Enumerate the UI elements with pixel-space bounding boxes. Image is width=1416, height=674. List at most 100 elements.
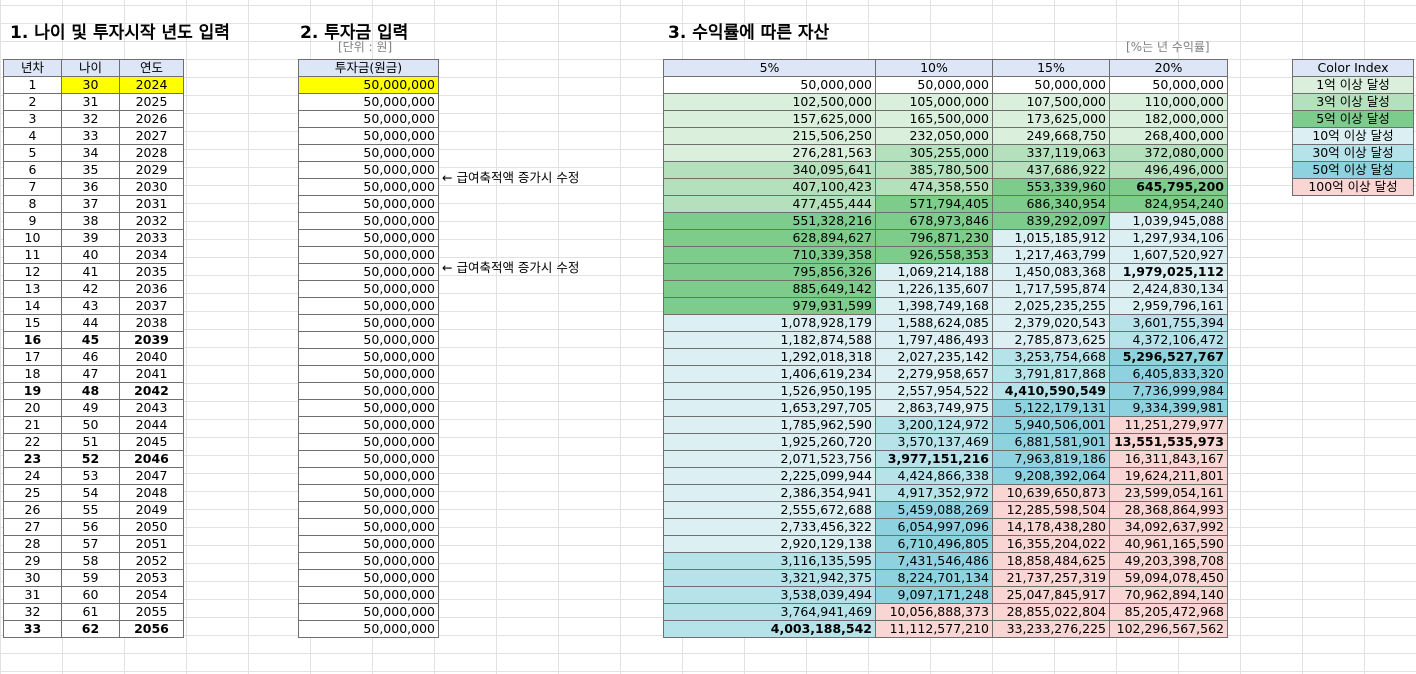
asset-cell[interactable]: 7,963,819,186 (992, 450, 1110, 468)
asset-cell[interactable]: 6,881,581,901 (992, 433, 1110, 451)
age-table-cell[interactable]: 35 (61, 161, 120, 179)
age-table-cell[interactable]: 47 (61, 365, 120, 383)
asset-cell[interactable]: 6,710,496,805 (875, 535, 993, 553)
age-table-cell[interactable]: 55 (61, 501, 120, 519)
asset-cell[interactable]: 9,097,171,248 (875, 586, 993, 604)
asset-cell[interactable]: 268,400,000 (1109, 127, 1228, 145)
asset-cell[interactable]: 1,450,083,368 (992, 263, 1110, 281)
asset-cell[interactable]: 4,424,866,338 (875, 467, 993, 485)
asset-cell[interactable]: 1,979,025,112 (1109, 263, 1228, 281)
investment-cell[interactable]: 50,000,000 (298, 518, 439, 536)
asset-cell[interactable]: 1,925,260,720 (663, 433, 876, 451)
asset-cell[interactable]: 28,368,864,993 (1109, 501, 1228, 519)
asset-cell[interactable]: 2,386,354,941 (663, 484, 876, 502)
age-table-cell[interactable]: 7 (3, 178, 62, 196)
investment-cell[interactable]: 50,000,000 (298, 620, 439, 638)
age-table-cell[interactable]: 2053 (119, 569, 184, 587)
asset-cell[interactable]: 2,279,958,657 (875, 365, 993, 383)
investment-cell[interactable]: 50,000,000 (298, 212, 439, 230)
asset-cell[interactable]: 1,717,595,874 (992, 280, 1110, 298)
asset-cell[interactable]: 4,372,106,472 (1109, 331, 1228, 349)
age-table-cell[interactable]: 12 (3, 263, 62, 281)
age-table-cell[interactable]: 2056 (119, 620, 184, 638)
age-table-cell[interactable]: 2032 (119, 212, 184, 230)
asset-cell[interactable]: 70,962,894,140 (1109, 586, 1228, 604)
asset-cell[interactable]: 1,297,934,106 (1109, 229, 1228, 247)
asset-cell[interactable]: 85,205,472,968 (1109, 603, 1228, 621)
asset-cell[interactable]: 553,339,960 (992, 178, 1110, 196)
asset-cell[interactable]: 340,095,641 (663, 161, 876, 179)
age-table-cell[interactable]: 2036 (119, 280, 184, 298)
investment-cell[interactable]: 50,000,000 (298, 331, 439, 349)
asset-cell[interactable]: 13,551,535,973 (1109, 433, 1228, 451)
age-table-cell[interactable]: 2 (3, 93, 62, 111)
age-table-cell[interactable]: 59 (61, 569, 120, 587)
asset-cell[interactable]: 7,736,999,984 (1109, 382, 1228, 400)
investment-cell[interactable]: 50,000,000 (298, 178, 439, 196)
asset-cell[interactable]: 5,296,527,767 (1109, 348, 1228, 366)
age-table-cell[interactable]: 28 (3, 535, 62, 553)
asset-cell[interactable]: 795,856,326 (663, 263, 876, 281)
age-table-cell[interactable]: 45 (61, 331, 120, 349)
asset-cell[interactable]: 50,000,000 (663, 76, 876, 94)
investment-cell[interactable]: 50,000,000 (298, 144, 439, 162)
age-table-cell[interactable]: 43 (61, 297, 120, 315)
asset-cell[interactable]: 6,405,833,320 (1109, 365, 1228, 383)
asset-cell[interactable]: 3,200,124,972 (875, 416, 993, 434)
age-table-cell[interactable]: 32 (3, 603, 62, 621)
age-table-cell[interactable]: 22 (3, 433, 62, 451)
asset-cell[interactable]: 50,000,000 (1109, 76, 1228, 94)
asset-cell[interactable]: 9,208,392,064 (992, 467, 1110, 485)
asset-cell[interactable]: 3,791,817,868 (992, 365, 1110, 383)
asset-cell[interactable]: 1,078,928,179 (663, 314, 876, 332)
asset-cell[interactable]: 2,863,749,975 (875, 399, 993, 417)
age-table-cell[interactable]: 33 (61, 127, 120, 145)
investment-cell[interactable]: 50,000,000 (298, 263, 439, 281)
asset-cell[interactable]: 1,398,749,168 (875, 297, 993, 315)
asset-cell[interactable]: 686,340,954 (992, 195, 1110, 213)
asset-cell[interactable]: 3,116,135,595 (663, 552, 876, 570)
age-table-cell[interactable]: 18 (3, 365, 62, 383)
age-table-cell[interactable]: 34 (61, 144, 120, 162)
age-table-cell[interactable]: 58 (61, 552, 120, 570)
age-table-cell[interactable]: 37 (61, 195, 120, 213)
asset-cell[interactable]: 1,653,297,705 (663, 399, 876, 417)
age-table-cell[interactable]: 46 (61, 348, 120, 366)
age-table-cell[interactable]: 21 (3, 416, 62, 434)
asset-cell[interactable]: 50,000,000 (992, 76, 1110, 94)
age-table-cell[interactable]: 29 (3, 552, 62, 570)
asset-cell[interactable]: 23,599,054,161 (1109, 484, 1228, 502)
age-table-cell[interactable]: 50 (61, 416, 120, 434)
asset-cell[interactable]: 215,506,250 (663, 127, 876, 145)
age-table-cell[interactable]: 49 (61, 399, 120, 417)
investment-cell[interactable]: 50,000,000 (298, 552, 439, 570)
age-table-cell[interactable]: 26 (3, 501, 62, 519)
age-table-cell[interactable]: 9 (3, 212, 62, 230)
investment-cell[interactable]: 50,000,000 (298, 76, 439, 94)
age-table-cell[interactable]: 2052 (119, 552, 184, 570)
age-table-cell[interactable]: 2035 (119, 263, 184, 281)
asset-cell[interactable]: 8,224,701,134 (875, 569, 993, 587)
asset-cell[interactable]: 885,649,142 (663, 280, 876, 298)
age-table-cell[interactable]: 2048 (119, 484, 184, 502)
investment-cell[interactable]: 50,000,000 (298, 93, 439, 111)
asset-cell[interactable]: 16,311,843,167 (1109, 450, 1228, 468)
age-table-cell[interactable]: 62 (61, 620, 120, 638)
asset-cell[interactable]: 34,092,637,992 (1109, 518, 1228, 536)
age-table-cell[interactable]: 2054 (119, 586, 184, 604)
asset-cell[interactable]: 173,625,000 (992, 110, 1110, 128)
asset-cell[interactable]: 2,025,235,255 (992, 297, 1110, 315)
asset-cell[interactable]: 157,625,000 (663, 110, 876, 128)
age-table-cell[interactable]: 39 (61, 229, 120, 247)
age-table-cell[interactable]: 61 (61, 603, 120, 621)
age-table-cell[interactable]: 2055 (119, 603, 184, 621)
asset-cell[interactable]: 1,015,185,912 (992, 229, 1110, 247)
asset-cell[interactable]: 1,069,214,188 (875, 263, 993, 281)
asset-cell[interactable]: 33,233,276,225 (992, 620, 1110, 638)
age-table-cell[interactable]: 2034 (119, 246, 184, 264)
age-table-cell[interactable]: 56 (61, 518, 120, 536)
asset-cell[interactable]: 16,355,204,022 (992, 535, 1110, 553)
age-table-cell[interactable]: 2037 (119, 297, 184, 315)
investment-cell[interactable]: 50,000,000 (298, 348, 439, 366)
asset-cell[interactable]: 5,122,179,131 (992, 399, 1110, 417)
